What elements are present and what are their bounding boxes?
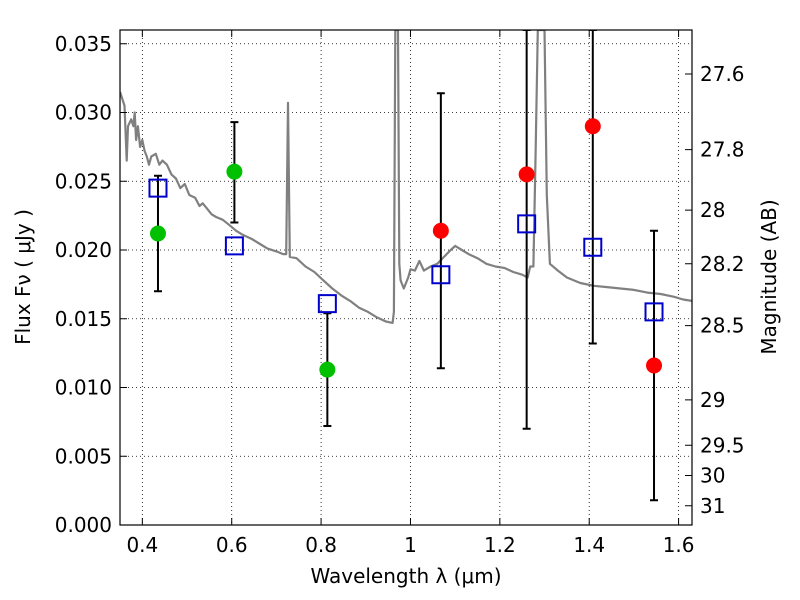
model-square: [431, 265, 451, 285]
y-tick-label: 0.010: [55, 376, 112, 400]
plot-background: [120, 30, 692, 525]
x-tick-label: 0.4: [126, 533, 158, 557]
right-tick-label: 31: [700, 494, 725, 518]
model-square: [517, 214, 537, 234]
y-tick-label: 0.035: [55, 32, 112, 56]
y-tick-label: 0.025: [55, 169, 112, 193]
detected-point: [319, 361, 336, 378]
right-tick-label: 28.2: [700, 252, 745, 276]
model-square: [317, 294, 337, 314]
right-axis-label: Magnitude (AB): [757, 199, 781, 354]
right-tick-label: 30: [700, 464, 725, 488]
x-tick-label: 1.6: [663, 533, 695, 557]
x-axis-label: Wavelength λ (μm): [310, 564, 501, 588]
x-tick-label: 1.4: [573, 533, 605, 557]
right-tick-label: 27.6: [700, 62, 745, 86]
plot-frame: [119, 29, 693, 526]
y-tick-label: 0.000: [55, 513, 112, 537]
model-spectrum: [120, 30, 692, 324]
y-tick-label: 0.005: [55, 444, 112, 468]
y-tick-labels: 0.000 0.005 0.010 0.015 0.020 0.025 0.030 0.035: [55, 32, 112, 537]
x-tick-label: 0.6: [216, 533, 248, 557]
y-axis-label: Flux Fν ( μJy ): [11, 209, 35, 345]
right-tick-label: 29.5: [700, 433, 745, 457]
x-tick-labels: 0.4 0.6 0.8 1 1.2 1.4 1.6: [126, 533, 694, 557]
model-spectrum-line: [120, 30, 692, 324]
right-tick-label: 28.5: [700, 314, 745, 338]
model-square: [148, 178, 168, 198]
y-tick-label: 0.030: [55, 101, 112, 125]
right-tick-labels: 27.6 27.8 28 28.2 28.5 29 29.5 30 31: [700, 62, 745, 518]
model-square: [583, 237, 603, 257]
y-tick-label: 0.020: [55, 238, 112, 262]
observed-photometry: [149, 118, 663, 378]
x-tick-label: 1.2: [484, 533, 516, 557]
right-tick-label: 29: [700, 388, 725, 412]
detected-point: [149, 225, 166, 242]
upper-point: [432, 222, 449, 239]
axis-ticks: [120, 30, 692, 526]
x-tick-label: 1: [404, 533, 417, 557]
upper-point: [646, 357, 663, 374]
upper-point: [584, 118, 601, 135]
right-tick-label: 27.8: [700, 138, 745, 162]
model-square: [644, 302, 664, 322]
model-square: [224, 236, 244, 256]
y-tick-label: 0.015: [55, 307, 112, 331]
detected-point: [226, 163, 243, 180]
upper-point: [518, 166, 535, 183]
x-tick-label: 0.8: [305, 533, 337, 557]
right-tick-label: 28: [700, 198, 725, 222]
model-photometry: [148, 178, 664, 322]
